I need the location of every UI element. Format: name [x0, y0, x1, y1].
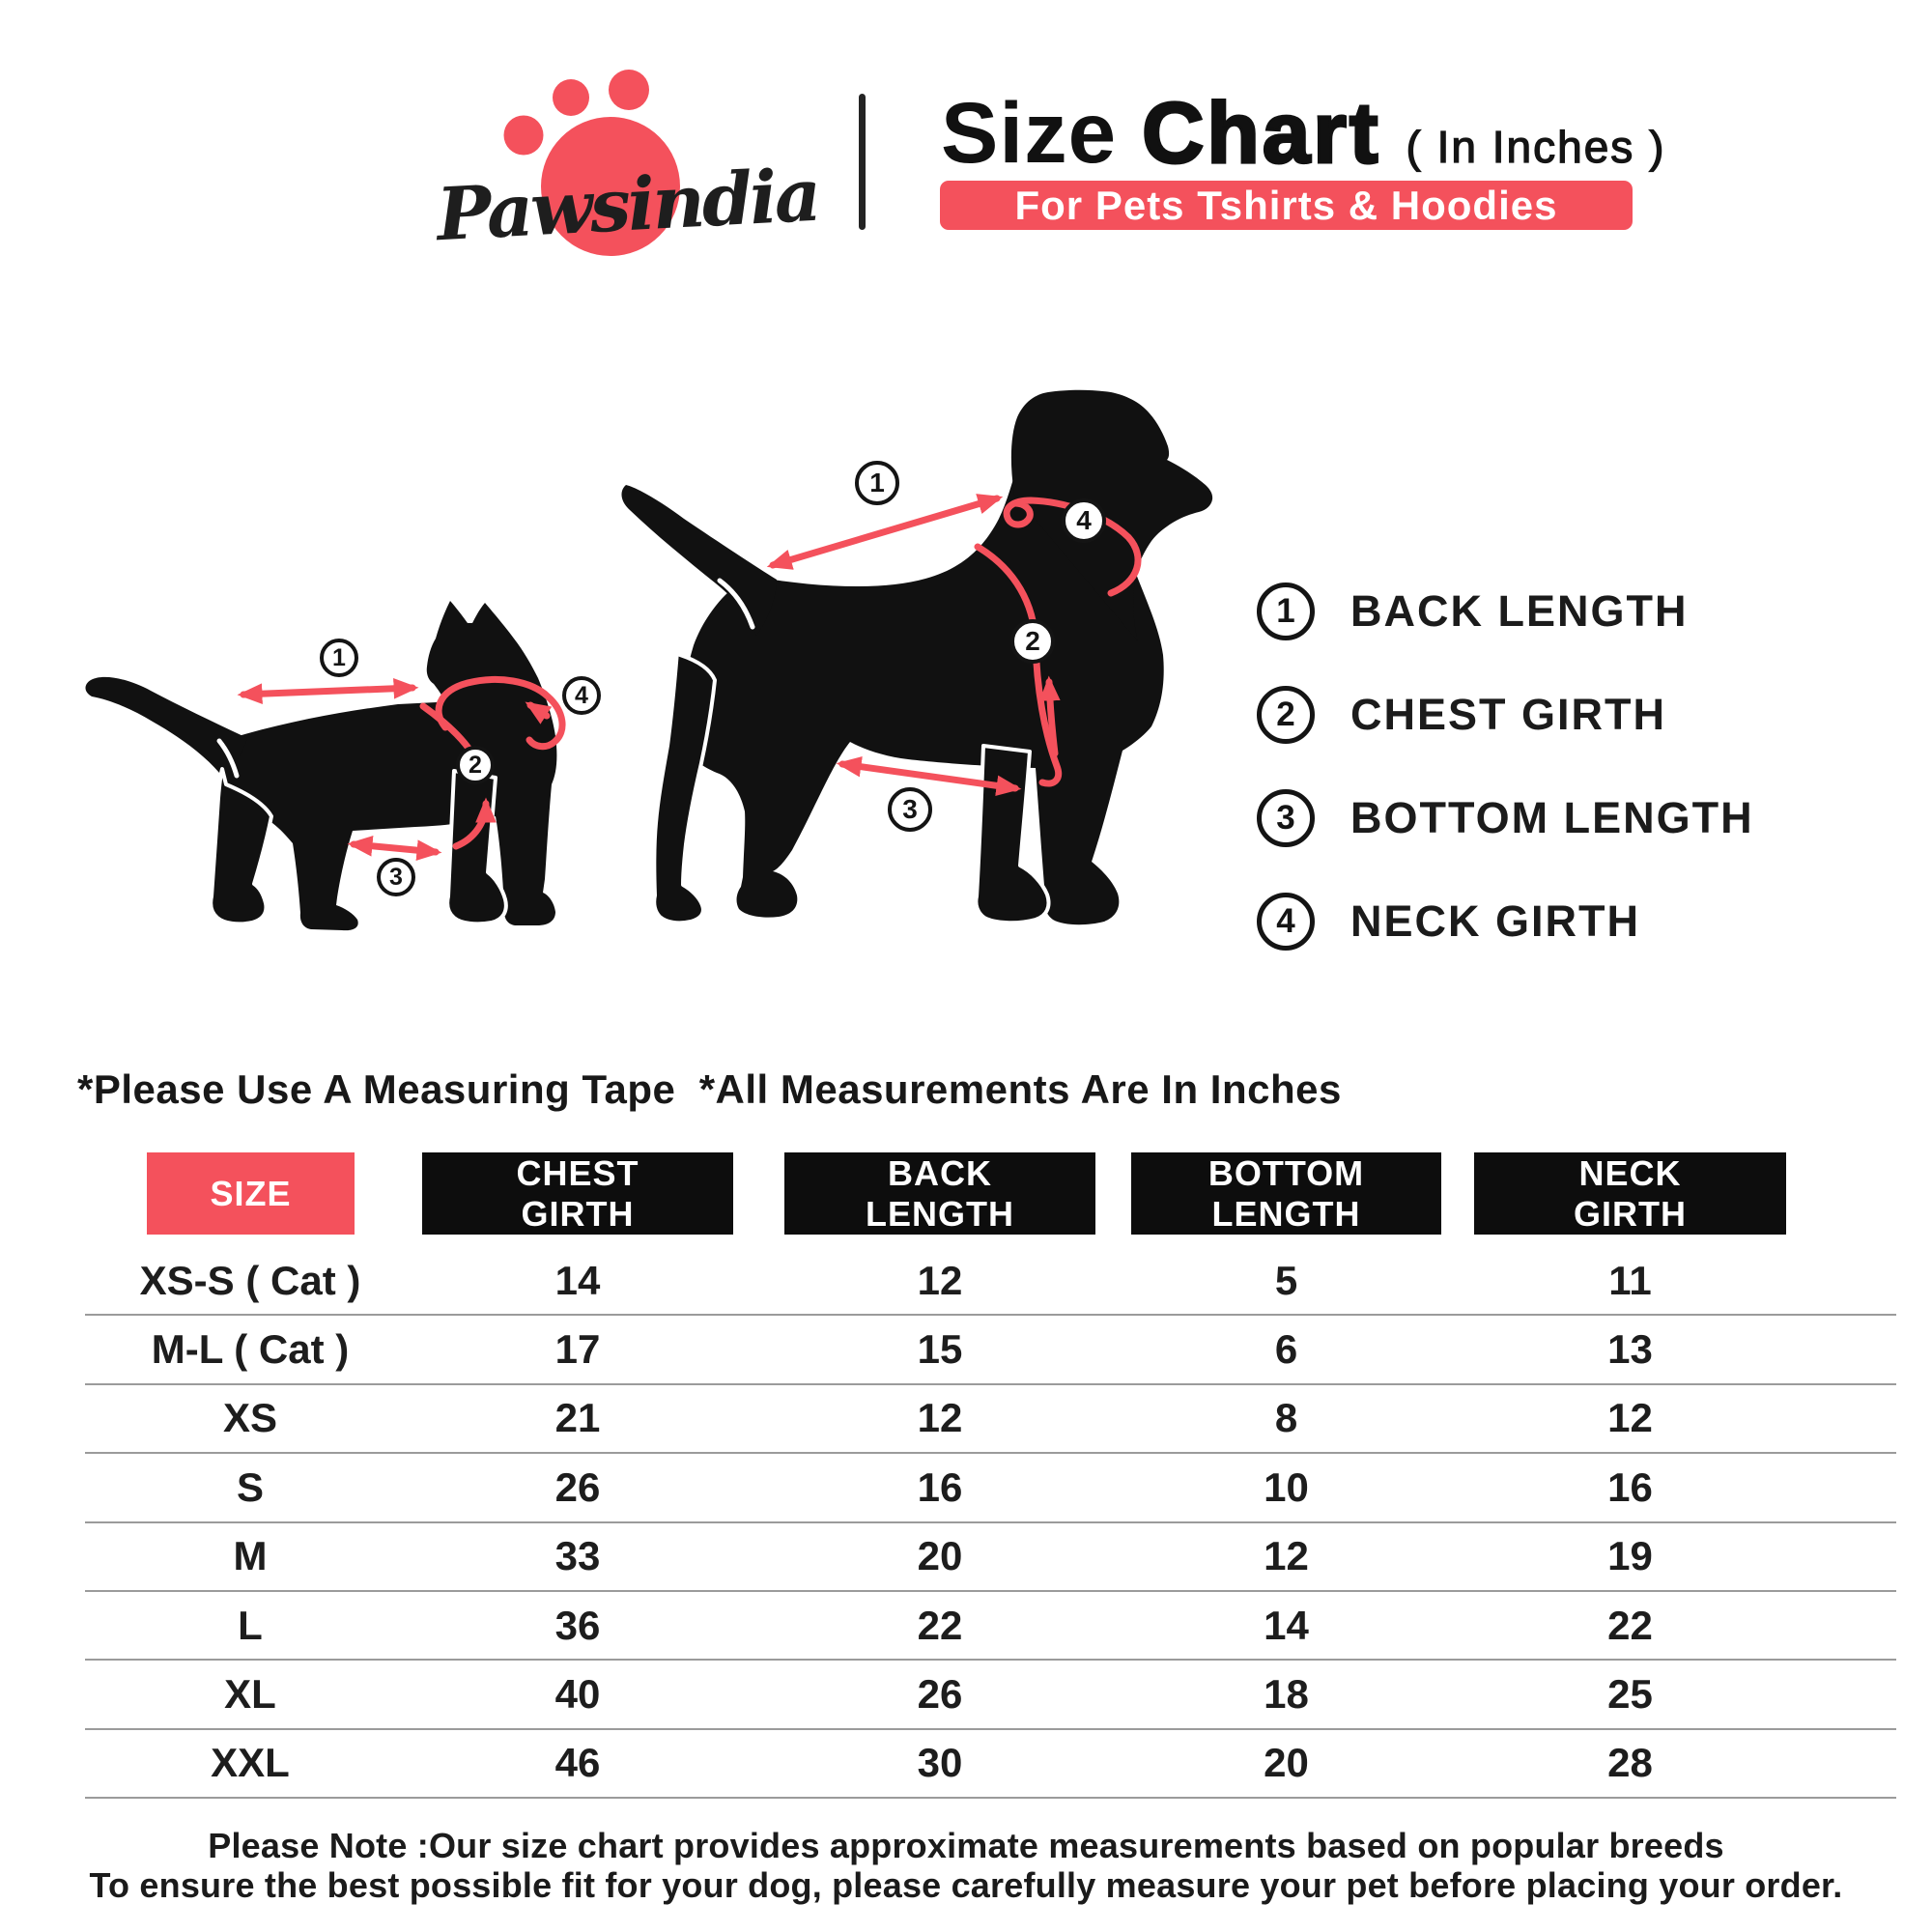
footer-note: Please Note :Our size chart provides app… — [0, 1826, 1932, 1905]
title-word-chart: Chart — [1141, 83, 1381, 183]
cat-far-limbs — [209, 767, 508, 926]
column-header-back-line1: BACK — [888, 1152, 992, 1193]
cell-chest-girth: 36 — [554, 1602, 601, 1648]
column-header-bottom-line2: LENGTH — [1211, 1193, 1361, 1234]
column-header-chest-girth: CHEST GIRTH — [422, 1152, 733, 1235]
cell-size: L — [238, 1602, 263, 1648]
column-header-neck-girth: NECK GIRTH — [1474, 1152, 1786, 1235]
legend-circle-1: 1 — [1257, 582, 1315, 640]
cell-neck-girth: 11 — [1608, 1257, 1652, 1303]
footer-note-line1: Please Note :Our size chart provides app… — [208, 1826, 1724, 1865]
cell-neck-girth: 25 — [1607, 1671, 1653, 1718]
column-header-chest-line1: CHEST — [516, 1152, 639, 1193]
column-header-bottom-line1: BOTTOM — [1208, 1152, 1365, 1193]
measuring-note: *Please Use A Measuring Tape *All Measur… — [77, 1066, 1342, 1112]
dog-marker-chest-girth: 2 — [1010, 619, 1055, 664]
cell-neck-girth: 16 — [1607, 1463, 1653, 1510]
cell-neck-girth: 28 — [1607, 1740, 1653, 1786]
cell-bottom-length: 10 — [1264, 1463, 1309, 1510]
cell-back-length: 12 — [917, 1395, 963, 1441]
title-word-size: Size — [941, 84, 1118, 181]
cell-bottom-length: 12 — [1264, 1533, 1309, 1579]
table-row-l: L 36 22 14 22 — [85, 1592, 1896, 1662]
table-row-m: M 33 20 12 19 — [85, 1523, 1896, 1592]
cell-bottom-length: 18 — [1264, 1671, 1309, 1718]
cell-back-length: 30 — [917, 1740, 963, 1786]
column-header-back-line2: LENGTH — [866, 1193, 1014, 1234]
cell-size: XL — [224, 1671, 276, 1718]
paw-logo-icon — [503, 70, 680, 256]
cell-size: XXL — [211, 1740, 290, 1786]
cell-size: XS-S ( Cat ) — [139, 1257, 361, 1303]
cell-neck-girth: 13 — [1607, 1326, 1653, 1373]
cell-bottom-length: 20 — [1264, 1740, 1309, 1786]
legend-item-neck-girth: 4 NECK GIRTH — [1257, 893, 1640, 951]
cell-size: M-L ( Cat ) — [151, 1326, 350, 1373]
cell-neck-girth: 12 — [1607, 1395, 1653, 1441]
cell-size: S — [236, 1463, 264, 1510]
column-header-neck-line1: NECK — [1578, 1152, 1682, 1193]
title-units-note: ( In Inches ) — [1406, 121, 1666, 172]
cell-bottom-length: 5 — [1274, 1257, 1298, 1303]
legend-item-bottom-length: 3 BOTTOM LENGTH — [1257, 789, 1754, 847]
cell-chest-girth: 21 — [554, 1395, 601, 1441]
cell-neck-girth: 22 — [1607, 1602, 1653, 1648]
cell-back-length: 26 — [917, 1671, 963, 1718]
footer-note-line2: To ensure the best possible fit for your… — [89, 1865, 1843, 1905]
table-row-xxl: XXL 46 30 20 28 — [85, 1730, 1896, 1800]
size-table-body: XS-S ( Cat ) 14 12 5 11 M-L ( Cat ) 17 1… — [85, 1247, 1896, 1800]
cell-back-length: 16 — [917, 1463, 963, 1510]
table-row-xs: XS 21 12 8 12 — [85, 1385, 1896, 1455]
legend-circle-3: 3 — [1257, 789, 1315, 847]
cell-chest-girth: 14 — [554, 1257, 601, 1303]
legend-circle-4: 4 — [1257, 893, 1315, 951]
dog-marker-bottom-length: 3 — [888, 787, 932, 832]
cell-bottom-length: 6 — [1274, 1326, 1298, 1373]
cell-chest-girth: 17 — [554, 1326, 601, 1373]
table-row-xs-s-cat: XS-S ( Cat ) 14 12 5 11 — [85, 1247, 1896, 1317]
cell-back-length: 15 — [917, 1326, 963, 1373]
column-header-back-length: BACK LENGTH — [784, 1152, 1095, 1235]
column-header-chest-line2: GIRTH — [521, 1193, 635, 1234]
legend-label-1: BACK LENGTH — [1350, 586, 1689, 636]
legend-circle-2: 2 — [1257, 686, 1315, 744]
cell-chest-girth: 46 — [554, 1740, 601, 1786]
table-row-s: S 26 16 10 16 — [85, 1454, 1896, 1523]
dog-marker-back-length: 1 — [855, 461, 899, 505]
column-header-size-text: SIZE — [210, 1173, 292, 1213]
cat-marker-back-length: 1 — [320, 639, 358, 677]
cell-back-length: 22 — [917, 1602, 963, 1648]
dog-marker-neck-girth: 4 — [1062, 498, 1106, 543]
cell-back-length: 20 — [917, 1533, 963, 1579]
header-divider — [859, 94, 866, 230]
legend-item-back-length: 1 BACK LENGTH — [1257, 582, 1688, 640]
cell-neck-girth: 19 — [1607, 1533, 1653, 1579]
column-header-neck-line2: GIRTH — [1574, 1193, 1687, 1234]
column-header-bottom-length: BOTTOM LENGTH — [1131, 1152, 1441, 1235]
cell-chest-girth: 40 — [554, 1671, 601, 1718]
cell-back-length: 12 — [917, 1257, 963, 1303]
table-row-m-l-cat: M-L ( Cat ) 17 15 6 13 — [85, 1316, 1896, 1385]
legend-label-2: CHEST GIRTH — [1350, 690, 1667, 739]
cat-marker-bottom-length: 3 — [377, 858, 415, 896]
subtitle-banner-text: For Pets Tshirts & Hoodies — [1014, 182, 1558, 228]
table-row-xl: XL 40 26 18 25 — [85, 1661, 1896, 1730]
legend-label-4: NECK GIRTH — [1350, 896, 1640, 946]
dog-silhouette — [621, 389, 1213, 925]
cell-chest-girth: 33 — [554, 1533, 601, 1579]
cell-bottom-length: 8 — [1274, 1395, 1298, 1441]
column-header-size: SIZE — [147, 1152, 355, 1235]
cell-size: XS — [222, 1395, 278, 1441]
legend-item-chest-girth: 2 CHEST GIRTH — [1257, 686, 1666, 744]
legend-label-3: BOTTOM LENGTH — [1350, 793, 1754, 842]
page-title: Size Chart ( In Inches ) — [941, 83, 1665, 183]
subtitle-banner: For Pets Tshirts & Hoodies — [940, 181, 1633, 230]
cell-size: M — [233, 1533, 268, 1579]
cell-chest-girth: 26 — [554, 1463, 601, 1510]
cell-bottom-length: 14 — [1264, 1602, 1309, 1648]
cat-marker-chest-girth: 2 — [456, 746, 495, 784]
cat-marker-neck-girth: 4 — [562, 676, 601, 715]
